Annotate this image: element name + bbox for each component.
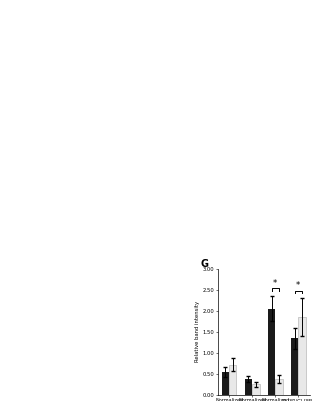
Bar (245, 379, 252, 395)
Bar (275, 379, 283, 395)
Bar (268, 309, 275, 395)
Bar (252, 385, 259, 395)
Bar (222, 372, 229, 395)
Text: G: G (201, 259, 209, 269)
Legend: Osteogenic
front, Suture: Osteogenic front, Suture (312, 269, 313, 291)
Bar (291, 338, 298, 395)
Bar (298, 317, 306, 395)
Bar (229, 365, 237, 395)
Text: *: * (273, 279, 277, 288)
Y-axis label: Relative band intensity: Relative band intensity (195, 301, 199, 363)
Text: *: * (296, 281, 300, 290)
